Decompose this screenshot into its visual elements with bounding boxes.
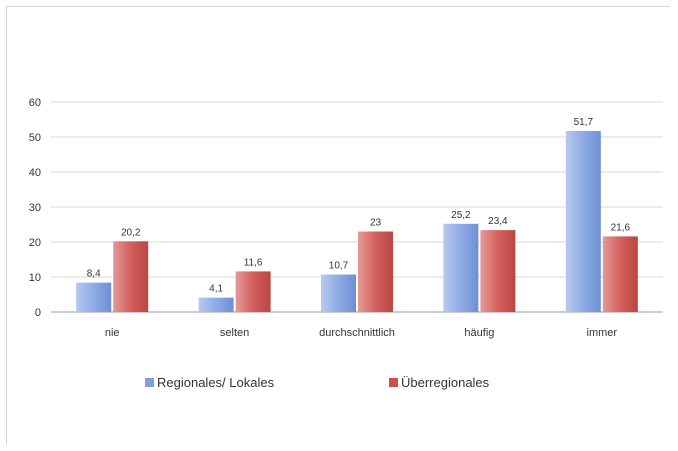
data-label: 10,7 [329, 261, 349, 272]
bar-chart: 0 10 20 30 40 50 60 8,4 20,2 4,1 11,6 10,7 23 25,2 23… [29, 97, 663, 339]
x-tick-label: durchschnittlich [319, 327, 395, 339]
bar [113, 241, 149, 312]
data-label: 51,7 [574, 117, 594, 128]
bar [235, 271, 271, 312]
data-label: 20,2 [121, 227, 141, 238]
legend-swatch-ueberregionales [389, 378, 398, 387]
data-label: 23,4 [488, 216, 508, 227]
x-tick-label: häufig [464, 327, 494, 339]
y-tick-label: 20 [29, 237, 41, 249]
data-labels: 8,4 20,2 4,1 11,6 10,7 23 25,2 23,4 51,7 21,6 [87, 117, 631, 295]
y-tick-label: 50 [29, 132, 41, 144]
data-label: 11,6 [244, 257, 263, 268]
y-tick-label: 40 [29, 167, 41, 179]
y-tick-label: 30 [29, 202, 41, 214]
data-label: 4,1 [209, 284, 223, 295]
bar [443, 223, 479, 312]
legend-label-ueberregionales: Überregionales [401, 375, 490, 390]
gridlines [51, 101, 663, 313]
x-tick-label: nie [105, 327, 120, 339]
legend-label-regionales: Regionales/ Lokales [157, 375, 275, 390]
bar [602, 236, 638, 312]
legend-swatch-regionales [145, 378, 154, 387]
data-label: 23 [370, 218, 382, 229]
chart-frame: 0 10 20 30 40 50 60 8,4 20,2 4,1 11,6 10,7 23 25,2 23… [6, 6, 670, 444]
bar [565, 131, 601, 312]
legend-item-ueberregionales: Überregionales [389, 375, 489, 390]
bar [321, 274, 356, 312]
x-tick-label: immer [587, 327, 618, 339]
legend-item-regionales: Regionales/ Lokales [145, 375, 274, 390]
y-tick-label: 10 [29, 272, 41, 284]
bar [76, 282, 112, 312]
y-axis: 0 10 20 30 40 50 60 [29, 97, 41, 319]
bars [76, 131, 638, 312]
bar [198, 297, 234, 312]
data-label: 25,2 [451, 210, 471, 221]
data-label: 21,6 [611, 222, 631, 233]
x-tick-label: selten [220, 327, 249, 339]
y-tick-label: 0 [35, 307, 41, 319]
y-tick-label: 60 [29, 97, 41, 109]
data-label: 8,4 [87, 269, 101, 280]
bar [480, 230, 516, 312]
x-axis: nie selten durchschnittlich häufig immer [105, 327, 618, 339]
bar [358, 231, 393, 312]
